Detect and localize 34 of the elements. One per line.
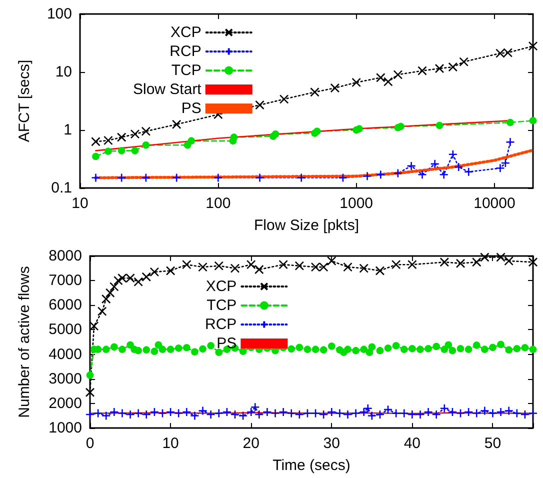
- x-tick-label: 30: [323, 435, 340, 452]
- y-tick-label: 1000: [48, 420, 82, 436]
- x-tick-label: 50: [484, 435, 502, 452]
- legend-label: TCP: [171, 62, 202, 79]
- legend-label: XCP: [206, 278, 237, 295]
- x-tick-label: 10: [162, 435, 179, 452]
- legend-label: XCP: [170, 24, 202, 41]
- y-tick-label: 3000: [48, 370, 82, 388]
- y-tick-label: 7000: [48, 272, 82, 290]
- y-tick-label: 100: [46, 6, 72, 22]
- x-tick-label: 20: [242, 435, 260, 452]
- x-tick-label: 1000: [340, 195, 374, 212]
- y-tick-label: 4000: [48, 346, 82, 363]
- legend-label: RCP: [205, 316, 237, 333]
- y-tick-label: 5000: [48, 321, 82, 338]
- x-axis-title: Flow Size [pkts]: [254, 217, 360, 234]
- legend-label: TCP: [206, 297, 237, 314]
- legend-label: RCP: [170, 43, 202, 60]
- y-tick-label: 1: [64, 122, 72, 138]
- x-axis-title: Time (secs): [272, 457, 350, 474]
- y-tick-label: 2000: [48, 394, 82, 412]
- y-axis-title: AFCT [secs]: [16, 60, 33, 142]
- x-tick-label: 10000: [474, 195, 516, 212]
- y-tick-label: 8000: [48, 248, 82, 264]
- y-tick-label: 0.1: [51, 180, 72, 196]
- x-tick-label: 100: [206, 195, 231, 212]
- y-tick-label: 10: [55, 64, 72, 80]
- legend-label: PS: [181, 100, 202, 117]
- y-axis-title: Number of active flows: [16, 266, 33, 418]
- x-tick-label: 40: [404, 435, 421, 452]
- legend-label: PS: [216, 335, 237, 352]
- y-tick-label: 6000: [48, 296, 82, 314]
- legend-label: Slow Start: [133, 81, 202, 98]
- x-tick-label: 0: [86, 435, 94, 452]
